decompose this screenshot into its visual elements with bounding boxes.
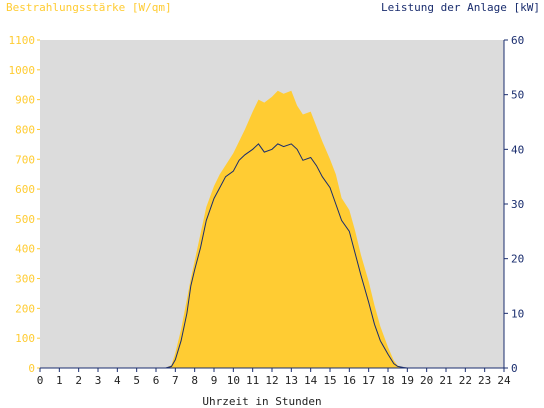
left-tick-label: 1100 [9,34,36,47]
left-tick-label: 600 [15,183,35,196]
x-tick-label: 22 [459,374,472,387]
x-tick-label: 24 [497,374,511,387]
x-tick-label: 1 [56,374,63,387]
left-axis-title: Bestrahlungsstärke [W/qm] [6,1,172,14]
left-tick-label: 200 [15,302,35,315]
x-tick-label: 23 [478,374,491,387]
left-tick-labels: 0 100 200 300 400 500 600 700 800 900 1000 1100 [9,34,40,375]
right-tick-label: 0 [511,362,518,375]
x-tick-label: 20 [420,374,433,387]
right-tick-labels: 0 10 20 30 40 50 60 [504,34,524,375]
x-tick-label: 16 [343,374,356,387]
left-tick-label: 0 [28,362,35,375]
x-tick-label: 21 [439,374,452,387]
left-tick-label: 1000 [9,64,36,77]
right-tick-label: 30 [511,198,524,211]
left-tick-label: 500 [15,213,35,226]
right-tick-label: 40 [511,143,524,156]
x-tick-label: 3 [95,374,102,387]
left-tick-label: 900 [15,94,35,107]
x-tick-label: 9 [211,374,218,387]
x-tick-label: 18 [381,374,394,387]
left-tick-label: 800 [15,123,35,136]
x-tick-label: 15 [323,374,336,387]
right-tick-label: 60 [511,34,524,47]
x-tick-labels: 0 1 2 3 4 5 6 7 8 9 10 11 12 13 14 15 16 17 18 19 20 21 22 23 24 [37,368,511,387]
x-tick-label: 19 [401,374,414,387]
x-tick-label: 5 [133,374,140,387]
power-line [40,143,504,369]
irradiance-area [40,90,504,368]
right-tick-label: 10 [511,307,524,320]
right-tick-label: 50 [511,89,524,102]
right-tick-label: 20 [511,253,524,266]
x-tick-label: 11 [246,374,259,387]
x-tick-label: 10 [227,374,240,387]
left-tick-label: 100 [15,332,35,345]
x-axis-title: Uhrzeit in Stunden [202,395,321,408]
left-tick-label: 300 [15,273,35,286]
left-tick-label: 700 [15,153,35,166]
x-tick-label: 0 [37,374,44,387]
x-tick-label: 7 [172,374,179,387]
x-tick-label: 13 [285,374,298,387]
left-tick-label: 400 [15,243,35,256]
x-tick-label: 14 [304,374,318,387]
series-layer [40,90,504,369]
x-tick-label: 6 [153,374,160,387]
x-tick-label: 2 [75,374,82,387]
x-tick-label: 12 [265,374,278,387]
x-tick-label: 8 [191,374,198,387]
x-tick-label: 4 [114,374,121,387]
x-tick-label: 17 [362,374,375,387]
right-axis-title: Leistung der Anlage [kW] [381,1,540,14]
